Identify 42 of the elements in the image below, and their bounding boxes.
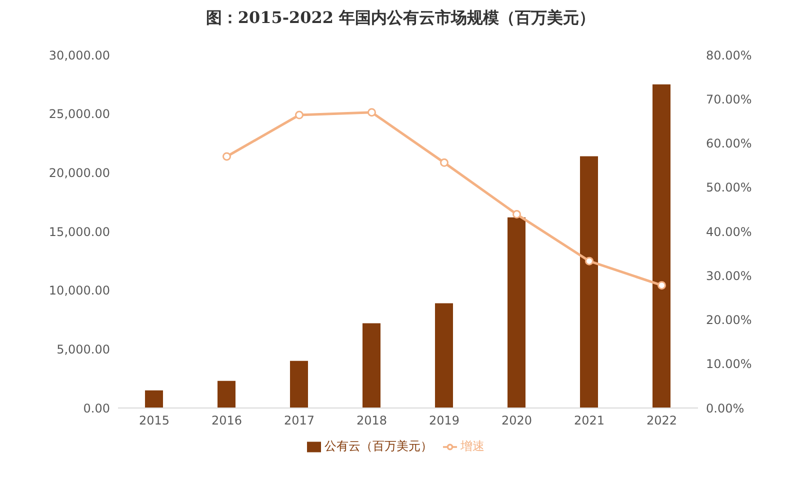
point [440, 158, 448, 167]
y2-tick-label: 10.00% [706, 357, 752, 372]
point [295, 110, 304, 120]
y2-tick-label: 80.00% [706, 48, 752, 62]
point [512, 210, 521, 219]
bar [652, 84, 670, 408]
legend-label: 公有云（百万美元） [324, 439, 432, 453]
y2-tick-label: 60.00% [706, 136, 752, 151]
point [368, 108, 376, 117]
legend-label: 增速 [460, 439, 484, 453]
x-tick-label: 2021 [574, 414, 605, 428]
y-tick-label: 5,000.00 [56, 342, 110, 356]
bar [145, 390, 163, 408]
bar [362, 323, 380, 408]
y-tick-label: 20,000.00 [48, 166, 110, 180]
y2-tick-label: 40.00% [706, 224, 752, 239]
y-tick-label: 30,000.00 [48, 48, 110, 62]
x-tick-label: 2022 [646, 414, 678, 428]
y2-tick-label: 30.00% [706, 268, 752, 283]
y2-tick-label: 50.00% [706, 180, 752, 195]
bar [218, 380, 236, 408]
x-tick-label: 2018 [356, 414, 388, 428]
y2-tick-label: 70.00% [706, 92, 752, 106]
y-tick-label: 25,000.00 [48, 107, 110, 122]
y2-tick-label: 20.00% [706, 313, 752, 328]
point [658, 281, 666, 290]
bar [435, 303, 453, 408]
point [585, 256, 594, 266]
y2-tick-label: 0.00% [706, 401, 744, 416]
y-tick-label: 15,000.00 [48, 224, 110, 239]
chart-title: 图：2015-2022 年国内公有云市场规模（百万美元） [204, 8, 596, 29]
x-tick-label: 2020 [501, 414, 532, 428]
y-tick-label: 10,000.00 [48, 284, 110, 298]
y-tick-label: 0.00 [83, 401, 110, 416]
x-tick-label: 2015 [138, 414, 170, 428]
point [222, 152, 231, 161]
x-tick-label: 2016 [211, 414, 242, 428]
bar [508, 217, 526, 408]
bar [290, 360, 308, 408]
bar [580, 156, 598, 408]
x-tick-label: 2017 [284, 414, 315, 428]
x-tick-label: 2019 [428, 414, 460, 428]
